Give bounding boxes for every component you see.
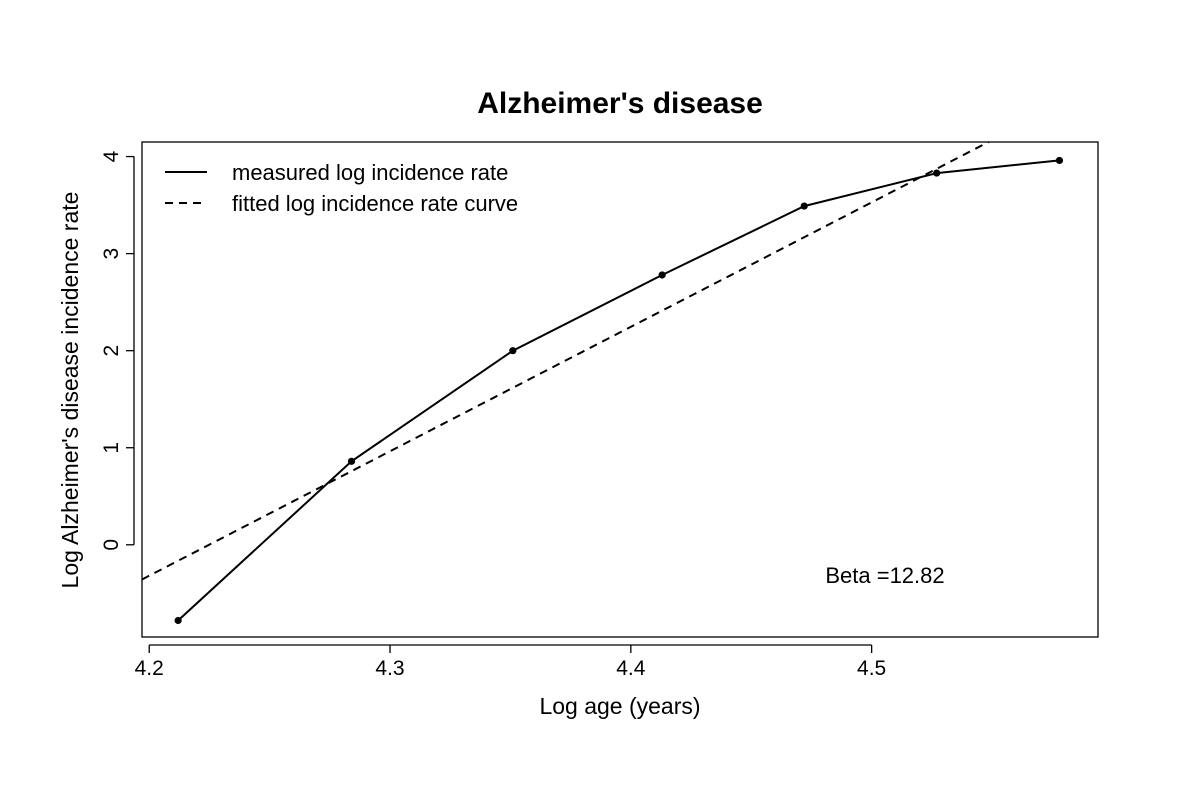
y-tick-label: 1 [100, 442, 123, 454]
legend-label-fitted: fitted log incidence rate curve [232, 191, 518, 216]
x-axis-label: Log age (years) [539, 693, 700, 719]
plot-layer [142, 142, 1064, 625]
x-tick-label: 4.5 [857, 657, 886, 680]
x-tick-label: 4.2 [135, 657, 164, 680]
measured-point [347, 457, 356, 465]
x-axis: 4.2 4.3 4.4 4.5 [135, 644, 886, 680]
plot-frame [141, 141, 1099, 638]
y-tick-label: 3 [100, 248, 123, 260]
legend-label-measured: measured log incidence rate [232, 160, 508, 185]
measured-line [177, 159, 1060, 622]
y-tick-label: 0 [100, 539, 123, 551]
fitted-curve-line [142, 142, 991, 581]
measured-point [174, 616, 182, 625]
y-tick-label: 2 [100, 345, 123, 357]
measured-point [658, 271, 666, 279]
y-axis: 0 1 2 3 4 [100, 150, 135, 551]
x-tick-label: 4.4 [616, 657, 646, 680]
x-tick-label: 4.3 [375, 657, 404, 680]
y-axis-label: Log Alzheimer's disease incidence rate [57, 192, 83, 589]
measured-point [509, 347, 517, 355]
measured-point [1055, 156, 1064, 165]
chart-title: Alzheimer's disease [477, 87, 763, 120]
y-tick-label: 4 [100, 150, 123, 162]
legend: measured log incidence rate fitted log in… [165, 160, 518, 216]
measured-point [800, 202, 808, 210]
measured-point [933, 169, 941, 177]
beta-annotation: Beta =12.82 [825, 563, 944, 588]
